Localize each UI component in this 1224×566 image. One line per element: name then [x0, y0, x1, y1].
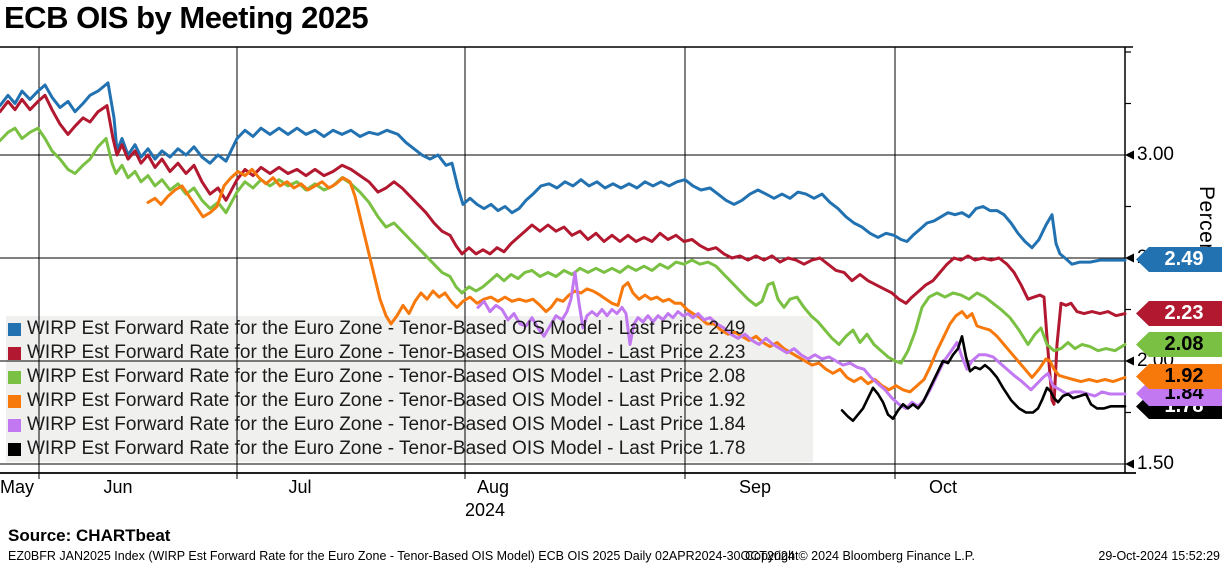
y-tick-3-00: 3.00: [1137, 144, 1174, 165]
legend-swatch-1: [8, 346, 21, 360]
legend-swatch-3: [8, 394, 21, 408]
legend-label: WIRP Est Forward Rate for the Euro Zone …: [27, 366, 746, 387]
legend-swatch-5: [8, 442, 21, 456]
legend-item-5[interactable]: WIRP Est Forward Rate for the Euro Zone …: [8, 437, 745, 461]
price-flag-1[interactable]: 2.23: [1136, 301, 1222, 326]
page-title: ECB OIS by Meeting 2025: [4, 0, 369, 35]
legend-swatch-4: [8, 418, 21, 432]
chart-legend: WIRP Est Forward Rate for the Euro Zone …: [8, 317, 745, 461]
x-tick-aug: Aug: [476, 477, 510, 497]
legend-label: WIRP Est Forward Rate for the Euro Zone …: [27, 414, 746, 435]
x-axis-year: 2024: [464, 500, 506, 520]
y-axis-title: Percent: [1195, 186, 1218, 262]
legend-label: WIRP Est Forward Rate for the Euro Zone …: [27, 318, 746, 339]
footer-security-description: EZ0BFR JAN2025 Index (WIRP Est Forward R…: [8, 549, 795, 563]
x-tick-sep: Sep: [738, 477, 772, 497]
legend-item-4[interactable]: WIRP Est Forward Rate for the Euro Zone …: [8, 413, 745, 437]
legend-item-3[interactable]: WIRP Est Forward Rate for the Euro Zone …: [8, 389, 745, 413]
y-tick-1-50: 1.50: [1137, 453, 1174, 474]
price-flag-3[interactable]: 1.92: [1136, 364, 1222, 389]
x-tick-jun: Jun: [103, 477, 133, 497]
legend-swatch-2: [8, 370, 21, 384]
footer-copyright: Copyright© 2024 Bloomberg Finance L.P.: [745, 549, 975, 563]
x-tick-may: May: [0, 477, 35, 497]
source-label: Source: CHARTbeat: [8, 526, 171, 545]
x-tick-oct: Oct: [928, 477, 958, 497]
legend-label: WIRP Est Forward Rate for the Euro Zone …: [27, 342, 746, 363]
price-flag-0[interactable]: 2.49: [1136, 247, 1222, 272]
legend-item-0[interactable]: WIRP Est Forward Rate for the Euro Zone …: [8, 317, 745, 341]
legend-label: WIRP Est Forward Rate for the Euro Zone …: [27, 438, 746, 459]
x-tick-jul: Jul: [288, 477, 312, 497]
legend-label: WIRP Est Forward Rate for the Euro Zone …: [27, 390, 746, 411]
price-flag-2[interactable]: 2.08: [1136, 332, 1222, 357]
footer-bar: EZ0BFR JAN2025 Index (WIRP Est Forward R…: [0, 549, 1224, 566]
legend-item-2[interactable]: WIRP Est Forward Rate for the Euro Zone …: [8, 365, 745, 389]
footer-timestamp: 29-Oct-2024 15:52:29: [1098, 549, 1220, 563]
legend-item-1[interactable]: WIRP Est Forward Rate for the Euro Zone …: [8, 341, 745, 365]
legend-swatch-0: [8, 322, 21, 336]
